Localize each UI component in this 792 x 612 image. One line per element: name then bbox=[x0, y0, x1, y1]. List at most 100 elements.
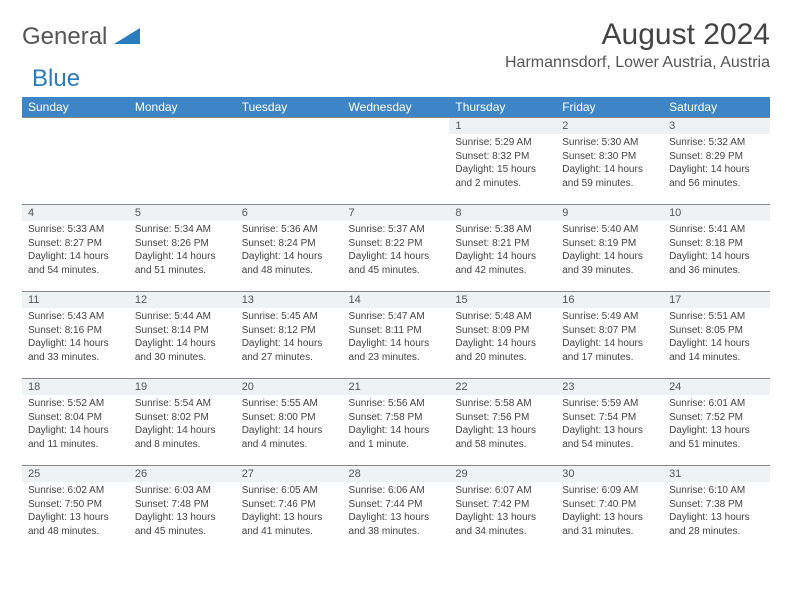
calendar-cell: 18Sunrise: 5:52 AMSunset: 8:04 PMDayligh… bbox=[22, 379, 129, 466]
day-number: 23 bbox=[556, 379, 663, 395]
day-number: 31 bbox=[663, 466, 770, 482]
month-title: August 2024 bbox=[505, 18, 770, 52]
day-number: 6 bbox=[236, 205, 343, 221]
cell-details: Sunrise: 5:47 AMSunset: 8:11 PMDaylight:… bbox=[343, 308, 450, 368]
cell-details: Sunrise: 6:09 AMSunset: 7:40 PMDaylight:… bbox=[556, 482, 663, 542]
day-number: 22 bbox=[449, 379, 556, 395]
cell-details: Sunrise: 5:45 AMSunset: 8:12 PMDaylight:… bbox=[236, 308, 343, 368]
cell-details: Sunrise: 5:55 AMSunset: 8:00 PMDaylight:… bbox=[236, 395, 343, 455]
cell-details: Sunrise: 6:01 AMSunset: 7:52 PMDaylight:… bbox=[663, 395, 770, 455]
cell-details: Sunrise: 5:43 AMSunset: 8:16 PMDaylight:… bbox=[22, 308, 129, 368]
calendar-cell: 31Sunrise: 6:10 AMSunset: 7:38 PMDayligh… bbox=[663, 466, 770, 553]
day-number: 12 bbox=[129, 292, 236, 308]
day-number: 8 bbox=[449, 205, 556, 221]
cell-details: Sunrise: 5:56 AMSunset: 7:58 PMDaylight:… bbox=[343, 395, 450, 455]
location: Harmannsdorf, Lower Austria, Austria bbox=[505, 54, 770, 72]
day-header: Friday bbox=[556, 97, 663, 118]
calendar-cell: 5Sunrise: 5:34 AMSunset: 8:26 PMDaylight… bbox=[129, 205, 236, 292]
calendar-cell: 28Sunrise: 6:06 AMSunset: 7:44 PMDayligh… bbox=[343, 466, 450, 553]
calendar-cell: 22Sunrise: 5:58 AMSunset: 7:56 PMDayligh… bbox=[449, 379, 556, 466]
day-number: 24 bbox=[663, 379, 770, 395]
calendar-cell: 9Sunrise: 5:40 AMSunset: 8:19 PMDaylight… bbox=[556, 205, 663, 292]
day-header: Tuesday bbox=[236, 97, 343, 118]
cell-details: Sunrise: 5:37 AMSunset: 8:22 PMDaylight:… bbox=[343, 221, 450, 281]
day-number: 29 bbox=[449, 466, 556, 482]
calendar-cell: 2Sunrise: 5:30 AMSunset: 8:30 PMDaylight… bbox=[556, 118, 663, 205]
calendar-cell: 15Sunrise: 5:48 AMSunset: 8:09 PMDayligh… bbox=[449, 292, 556, 379]
day-number: 20 bbox=[236, 379, 343, 395]
day-number: 7 bbox=[343, 205, 450, 221]
cell-details: Sunrise: 5:32 AMSunset: 8:29 PMDaylight:… bbox=[663, 134, 770, 194]
cell-details: Sunrise: 5:54 AMSunset: 8:02 PMDaylight:… bbox=[129, 395, 236, 455]
cell-details: Sunrise: 5:30 AMSunset: 8:30 PMDaylight:… bbox=[556, 134, 663, 194]
calendar-week-row: 25Sunrise: 6:02 AMSunset: 7:50 PMDayligh… bbox=[22, 466, 770, 553]
calendar-cell: 30Sunrise: 6:09 AMSunset: 7:40 PMDayligh… bbox=[556, 466, 663, 553]
cell-details: Sunrise: 6:05 AMSunset: 7:46 PMDaylight:… bbox=[236, 482, 343, 542]
cell-details: Sunrise: 5:36 AMSunset: 8:24 PMDaylight:… bbox=[236, 221, 343, 281]
cell-details: Sunrise: 5:34 AMSunset: 8:26 PMDaylight:… bbox=[129, 221, 236, 281]
day-header: Sunday bbox=[22, 97, 129, 118]
cell-details: Sunrise: 5:58 AMSunset: 7:56 PMDaylight:… bbox=[449, 395, 556, 455]
logo-word2: Blue bbox=[32, 67, 140, 91]
cell-details: Sunrise: 5:59 AMSunset: 7:54 PMDaylight:… bbox=[556, 395, 663, 455]
cell-details: Sunrise: 5:44 AMSunset: 8:14 PMDaylight:… bbox=[129, 308, 236, 368]
cell-details: Sunrise: 5:48 AMSunset: 8:09 PMDaylight:… bbox=[449, 308, 556, 368]
calendar-cell: 25Sunrise: 6:02 AMSunset: 7:50 PMDayligh… bbox=[22, 466, 129, 553]
calendar-cell: 11Sunrise: 5:43 AMSunset: 8:16 PMDayligh… bbox=[22, 292, 129, 379]
cell-details: Sunrise: 6:02 AMSunset: 7:50 PMDaylight:… bbox=[22, 482, 129, 542]
day-number: 16 bbox=[556, 292, 663, 308]
day-number: 26 bbox=[129, 466, 236, 482]
calendar-header-row: SundayMondayTuesdayWednesdayThursdayFrid… bbox=[22, 97, 770, 118]
day-header: Wednesday bbox=[343, 97, 450, 118]
day-number: 13 bbox=[236, 292, 343, 308]
calendar-cell: 8Sunrise: 5:38 AMSunset: 8:21 PMDaylight… bbox=[449, 205, 556, 292]
logo-triangle-icon bbox=[114, 26, 140, 49]
day-number: 5 bbox=[129, 205, 236, 221]
calendar-cell bbox=[343, 118, 450, 205]
calendar-cell: 16Sunrise: 5:49 AMSunset: 8:07 PMDayligh… bbox=[556, 292, 663, 379]
header: General Blue August 2024 Harmannsdorf, L… bbox=[22, 18, 770, 91]
cell-details: Sunrise: 5:40 AMSunset: 8:19 PMDaylight:… bbox=[556, 221, 663, 281]
cell-details: Sunrise: 6:06 AMSunset: 7:44 PMDaylight:… bbox=[343, 482, 450, 542]
calendar-cell: 27Sunrise: 6:05 AMSunset: 7:46 PMDayligh… bbox=[236, 466, 343, 553]
day-number: 14 bbox=[343, 292, 450, 308]
calendar-cell bbox=[22, 118, 129, 205]
calendar-cell bbox=[236, 118, 343, 205]
calendar-cell: 20Sunrise: 5:55 AMSunset: 8:00 PMDayligh… bbox=[236, 379, 343, 466]
cell-details: Sunrise: 5:41 AMSunset: 8:18 PMDaylight:… bbox=[663, 221, 770, 281]
day-number: 25 bbox=[22, 466, 129, 482]
day-number: 2 bbox=[556, 118, 663, 134]
calendar-cell: 23Sunrise: 5:59 AMSunset: 7:54 PMDayligh… bbox=[556, 379, 663, 466]
cell-details: Sunrise: 5:52 AMSunset: 8:04 PMDaylight:… bbox=[22, 395, 129, 455]
cell-details: Sunrise: 5:33 AMSunset: 8:27 PMDaylight:… bbox=[22, 221, 129, 281]
day-number: 18 bbox=[22, 379, 129, 395]
calendar-week-row: 11Sunrise: 5:43 AMSunset: 8:16 PMDayligh… bbox=[22, 292, 770, 379]
calendar-week-row: 4Sunrise: 5:33 AMSunset: 8:27 PMDaylight… bbox=[22, 205, 770, 292]
day-number: 9 bbox=[556, 205, 663, 221]
calendar-cell: 6Sunrise: 5:36 AMSunset: 8:24 PMDaylight… bbox=[236, 205, 343, 292]
logo-word1: General bbox=[22, 23, 107, 50]
calendar-cell: 4Sunrise: 5:33 AMSunset: 8:27 PMDaylight… bbox=[22, 205, 129, 292]
cell-details: Sunrise: 5:29 AMSunset: 8:32 PMDaylight:… bbox=[449, 134, 556, 194]
day-number: 19 bbox=[129, 379, 236, 395]
logo: General Blue bbox=[22, 18, 140, 91]
day-header: Thursday bbox=[449, 97, 556, 118]
calendar-cell: 21Sunrise: 5:56 AMSunset: 7:58 PMDayligh… bbox=[343, 379, 450, 466]
day-number: 4 bbox=[22, 205, 129, 221]
calendar-cell: 19Sunrise: 5:54 AMSunset: 8:02 PMDayligh… bbox=[129, 379, 236, 466]
day-number: 27 bbox=[236, 466, 343, 482]
cell-details: Sunrise: 6:03 AMSunset: 7:48 PMDaylight:… bbox=[129, 482, 236, 542]
day-number: 15 bbox=[449, 292, 556, 308]
calendar-cell: 3Sunrise: 5:32 AMSunset: 8:29 PMDaylight… bbox=[663, 118, 770, 205]
calendar-week-row: 18Sunrise: 5:52 AMSunset: 8:04 PMDayligh… bbox=[22, 379, 770, 466]
day-number: 10 bbox=[663, 205, 770, 221]
cell-details: Sunrise: 5:49 AMSunset: 8:07 PMDaylight:… bbox=[556, 308, 663, 368]
calendar-cell: 1Sunrise: 5:29 AMSunset: 8:32 PMDaylight… bbox=[449, 118, 556, 205]
day-number: 1 bbox=[449, 118, 556, 134]
calendar-week-row: 1Sunrise: 5:29 AMSunset: 8:32 PMDaylight… bbox=[22, 118, 770, 205]
calendar-cell: 29Sunrise: 6:07 AMSunset: 7:42 PMDayligh… bbox=[449, 466, 556, 553]
day-number: 11 bbox=[22, 292, 129, 308]
calendar-cell: 26Sunrise: 6:03 AMSunset: 7:48 PMDayligh… bbox=[129, 466, 236, 553]
calendar-cell: 14Sunrise: 5:47 AMSunset: 8:11 PMDayligh… bbox=[343, 292, 450, 379]
day-header: Saturday bbox=[663, 97, 770, 118]
